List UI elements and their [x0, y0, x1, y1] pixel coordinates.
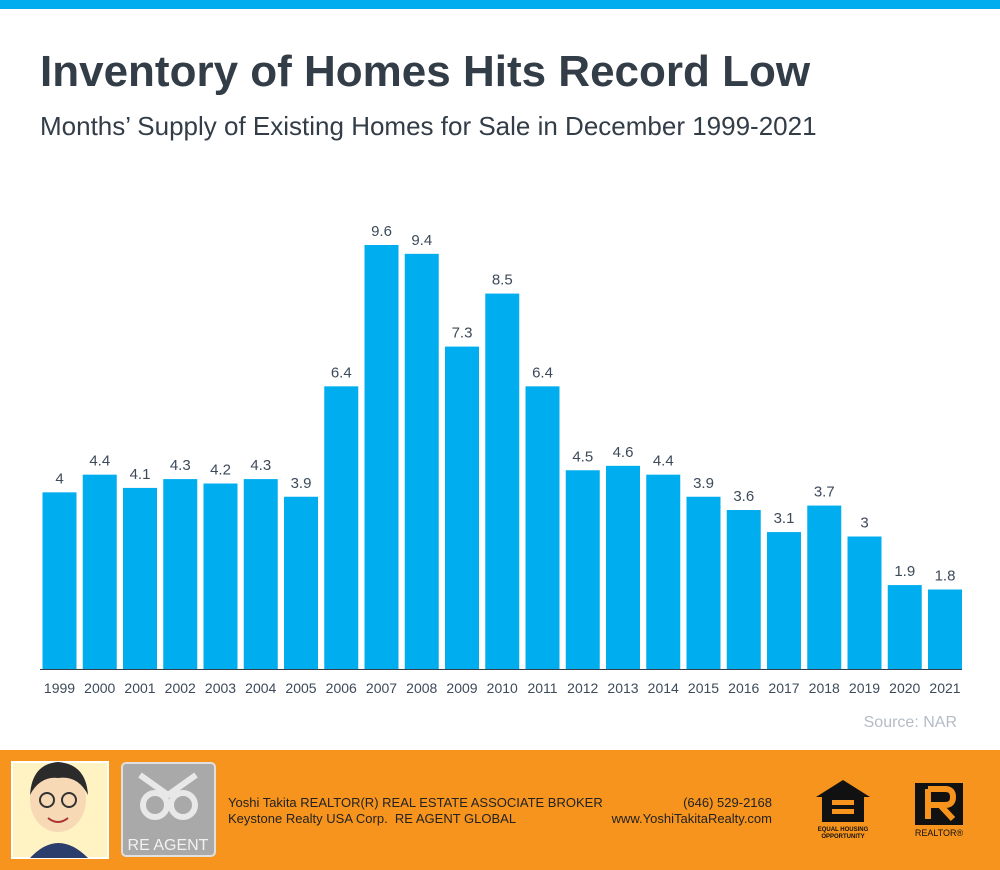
x-tick-label: 2005 [285, 680, 316, 696]
bar [646, 474, 681, 669]
data-label: 3.1 [774, 510, 795, 527]
x-tick-label: 2001 [124, 680, 155, 696]
data-label: 3.9 [693, 475, 714, 492]
x-tick-label: 1999 [44, 680, 75, 696]
realtor-text: REALTOR® [915, 828, 964, 838]
bar [686, 496, 721, 669]
data-label: 1.8 [935, 568, 956, 585]
x-tick-label: 2003 [205, 680, 236, 696]
data-label: 7.3 [452, 325, 473, 342]
x-tick-label: 2018 [809, 680, 840, 696]
data-label: 4.3 [170, 457, 191, 474]
bar [887, 585, 922, 669]
x-tick-label: 2020 [889, 680, 920, 696]
x-tick-label: 2007 [366, 680, 397, 696]
phone: (646) 529-2168 [683, 795, 772, 810]
data-label: 3.9 [291, 475, 312, 492]
equal-housing-text: EQUAL HOUSING [818, 827, 869, 833]
data-label: 4.4 [89, 453, 110, 470]
bar [445, 346, 479, 669]
plot: 1999 4 2000 4.4 2001 4.1 2002 4.3 2003 4.2 2004 4.3… [42, 223, 962, 696]
bar [565, 470, 600, 669]
data-label: 1.9 [894, 563, 915, 580]
x-tick-label: 2011 [527, 680, 557, 696]
website: www.YoshiTakitaRealty.com [611, 811, 772, 826]
bar [807, 505, 842, 669]
x-tick-label: 2015 [688, 680, 719, 696]
x-tick-label: 2002 [165, 680, 196, 696]
bar [525, 386, 560, 669]
x-tick-label: 2006 [326, 680, 357, 696]
bar [243, 479, 278, 669]
x-tick-label: 2014 [648, 680, 679, 696]
data-label: 4 [55, 470, 63, 487]
bar [123, 487, 157, 669]
bar [42, 492, 77, 669]
data-label: 9.6 [371, 223, 392, 240]
top-stripe [0, 0, 1000, 9]
x-tick-label: 2000 [84, 680, 115, 696]
bar [364, 245, 399, 669]
bar [485, 293, 520, 669]
data-label: 9.4 [411, 232, 432, 249]
bar [82, 474, 117, 669]
data-label: 4.1 [130, 466, 151, 483]
data-label: 4.5 [572, 448, 593, 465]
bar [324, 386, 359, 669]
realtor-logo: REALTOR® [915, 783, 964, 838]
bar [203, 483, 238, 669]
x-tick-label: 2021 [929, 680, 960, 696]
x-tick-label: 2016 [728, 680, 759, 696]
x-tick-label: 2009 [446, 680, 477, 696]
data-label: 3.6 [733, 488, 754, 505]
bar [606, 465, 640, 669]
bar [726, 510, 761, 669]
data-label: 4.2 [210, 462, 231, 479]
x-tick-label: 2010 [487, 680, 518, 696]
bar [928, 589, 962, 669]
company: Keystone Realty USA Corp. RE AGENT GLOBA… [228, 811, 516, 826]
x-tick-label: 2017 [768, 680, 799, 696]
bar [404, 253, 439, 670]
logo-text: RE AGENT [128, 837, 209, 854]
agent-photo [11, 761, 109, 859]
bar [284, 496, 318, 669]
x-tick-label: 2012 [567, 680, 598, 696]
x-tick-label: 2019 [849, 680, 880, 696]
x-tick-label: 2013 [607, 680, 638, 696]
equal-housing-text: OPPORTUNITY [821, 834, 864, 840]
data-label: 6.4 [532, 364, 553, 381]
source-note: Source: NAR [864, 714, 957, 731]
data-label: 3.7 [814, 484, 835, 501]
data-label: 4.6 [613, 444, 634, 461]
bar [767, 532, 801, 669]
bar [847, 536, 882, 669]
chart-subtitle: Months’ Supply of Existing Homes for Sal… [40, 111, 817, 141]
x-tick-label: 2008 [406, 680, 437, 696]
re-agent-logo: RE AGENT [121, 762, 216, 857]
chart-title: Inventory of Homes Hits Record Low [40, 47, 811, 96]
data-label: 8.5 [492, 272, 513, 289]
data-label: 6.4 [331, 364, 352, 381]
equal-housing-logo: EQUAL HOUSING OPPORTUNITY [816, 780, 870, 840]
bar [163, 479, 198, 669]
data-label: 4.4 [653, 453, 674, 470]
data-label: 3 [860, 515, 868, 532]
agent-name: Yoshi Takita REALTOR(R) REAL ESTATE ASSO… [228, 795, 603, 810]
data-label: 4.3 [250, 457, 271, 474]
x-tick-label: 2004 [245, 680, 276, 696]
